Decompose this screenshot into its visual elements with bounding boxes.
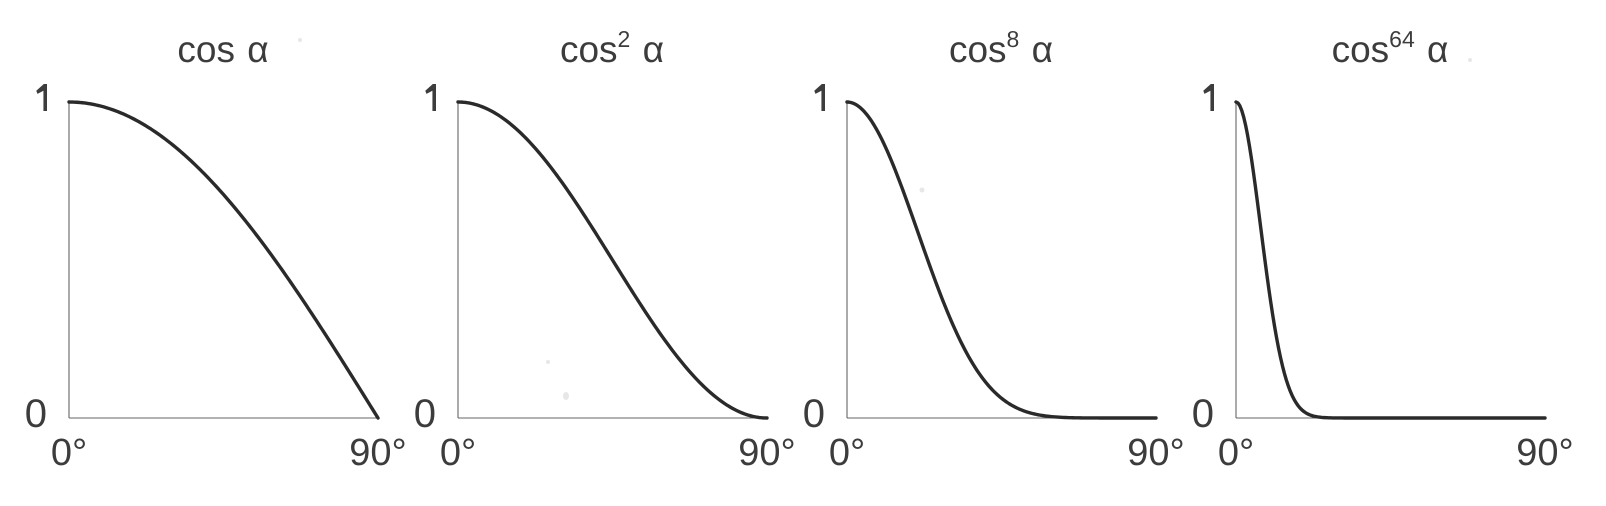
svg-text:0°: 0° xyxy=(440,432,476,474)
svg-text:0: 0 xyxy=(803,392,825,436)
svg-text:0°: 0° xyxy=(51,432,87,474)
svg-text:cos64 α: cos64 α xyxy=(1332,26,1449,70)
svg-text:0: 0 xyxy=(414,392,436,436)
svg-text:0: 0 xyxy=(25,392,47,436)
svg-text:cos8 α: cos8 α xyxy=(949,26,1053,70)
svg-text:0°: 0° xyxy=(1218,432,1254,474)
svg-text:0°: 0° xyxy=(829,432,865,474)
svg-text:0: 0 xyxy=(1192,392,1214,436)
svg-text:cos α: cos α xyxy=(177,29,268,70)
svg-text:cos2 α: cos2 α xyxy=(560,26,664,70)
svg-text:90°: 90° xyxy=(1516,432,1573,474)
